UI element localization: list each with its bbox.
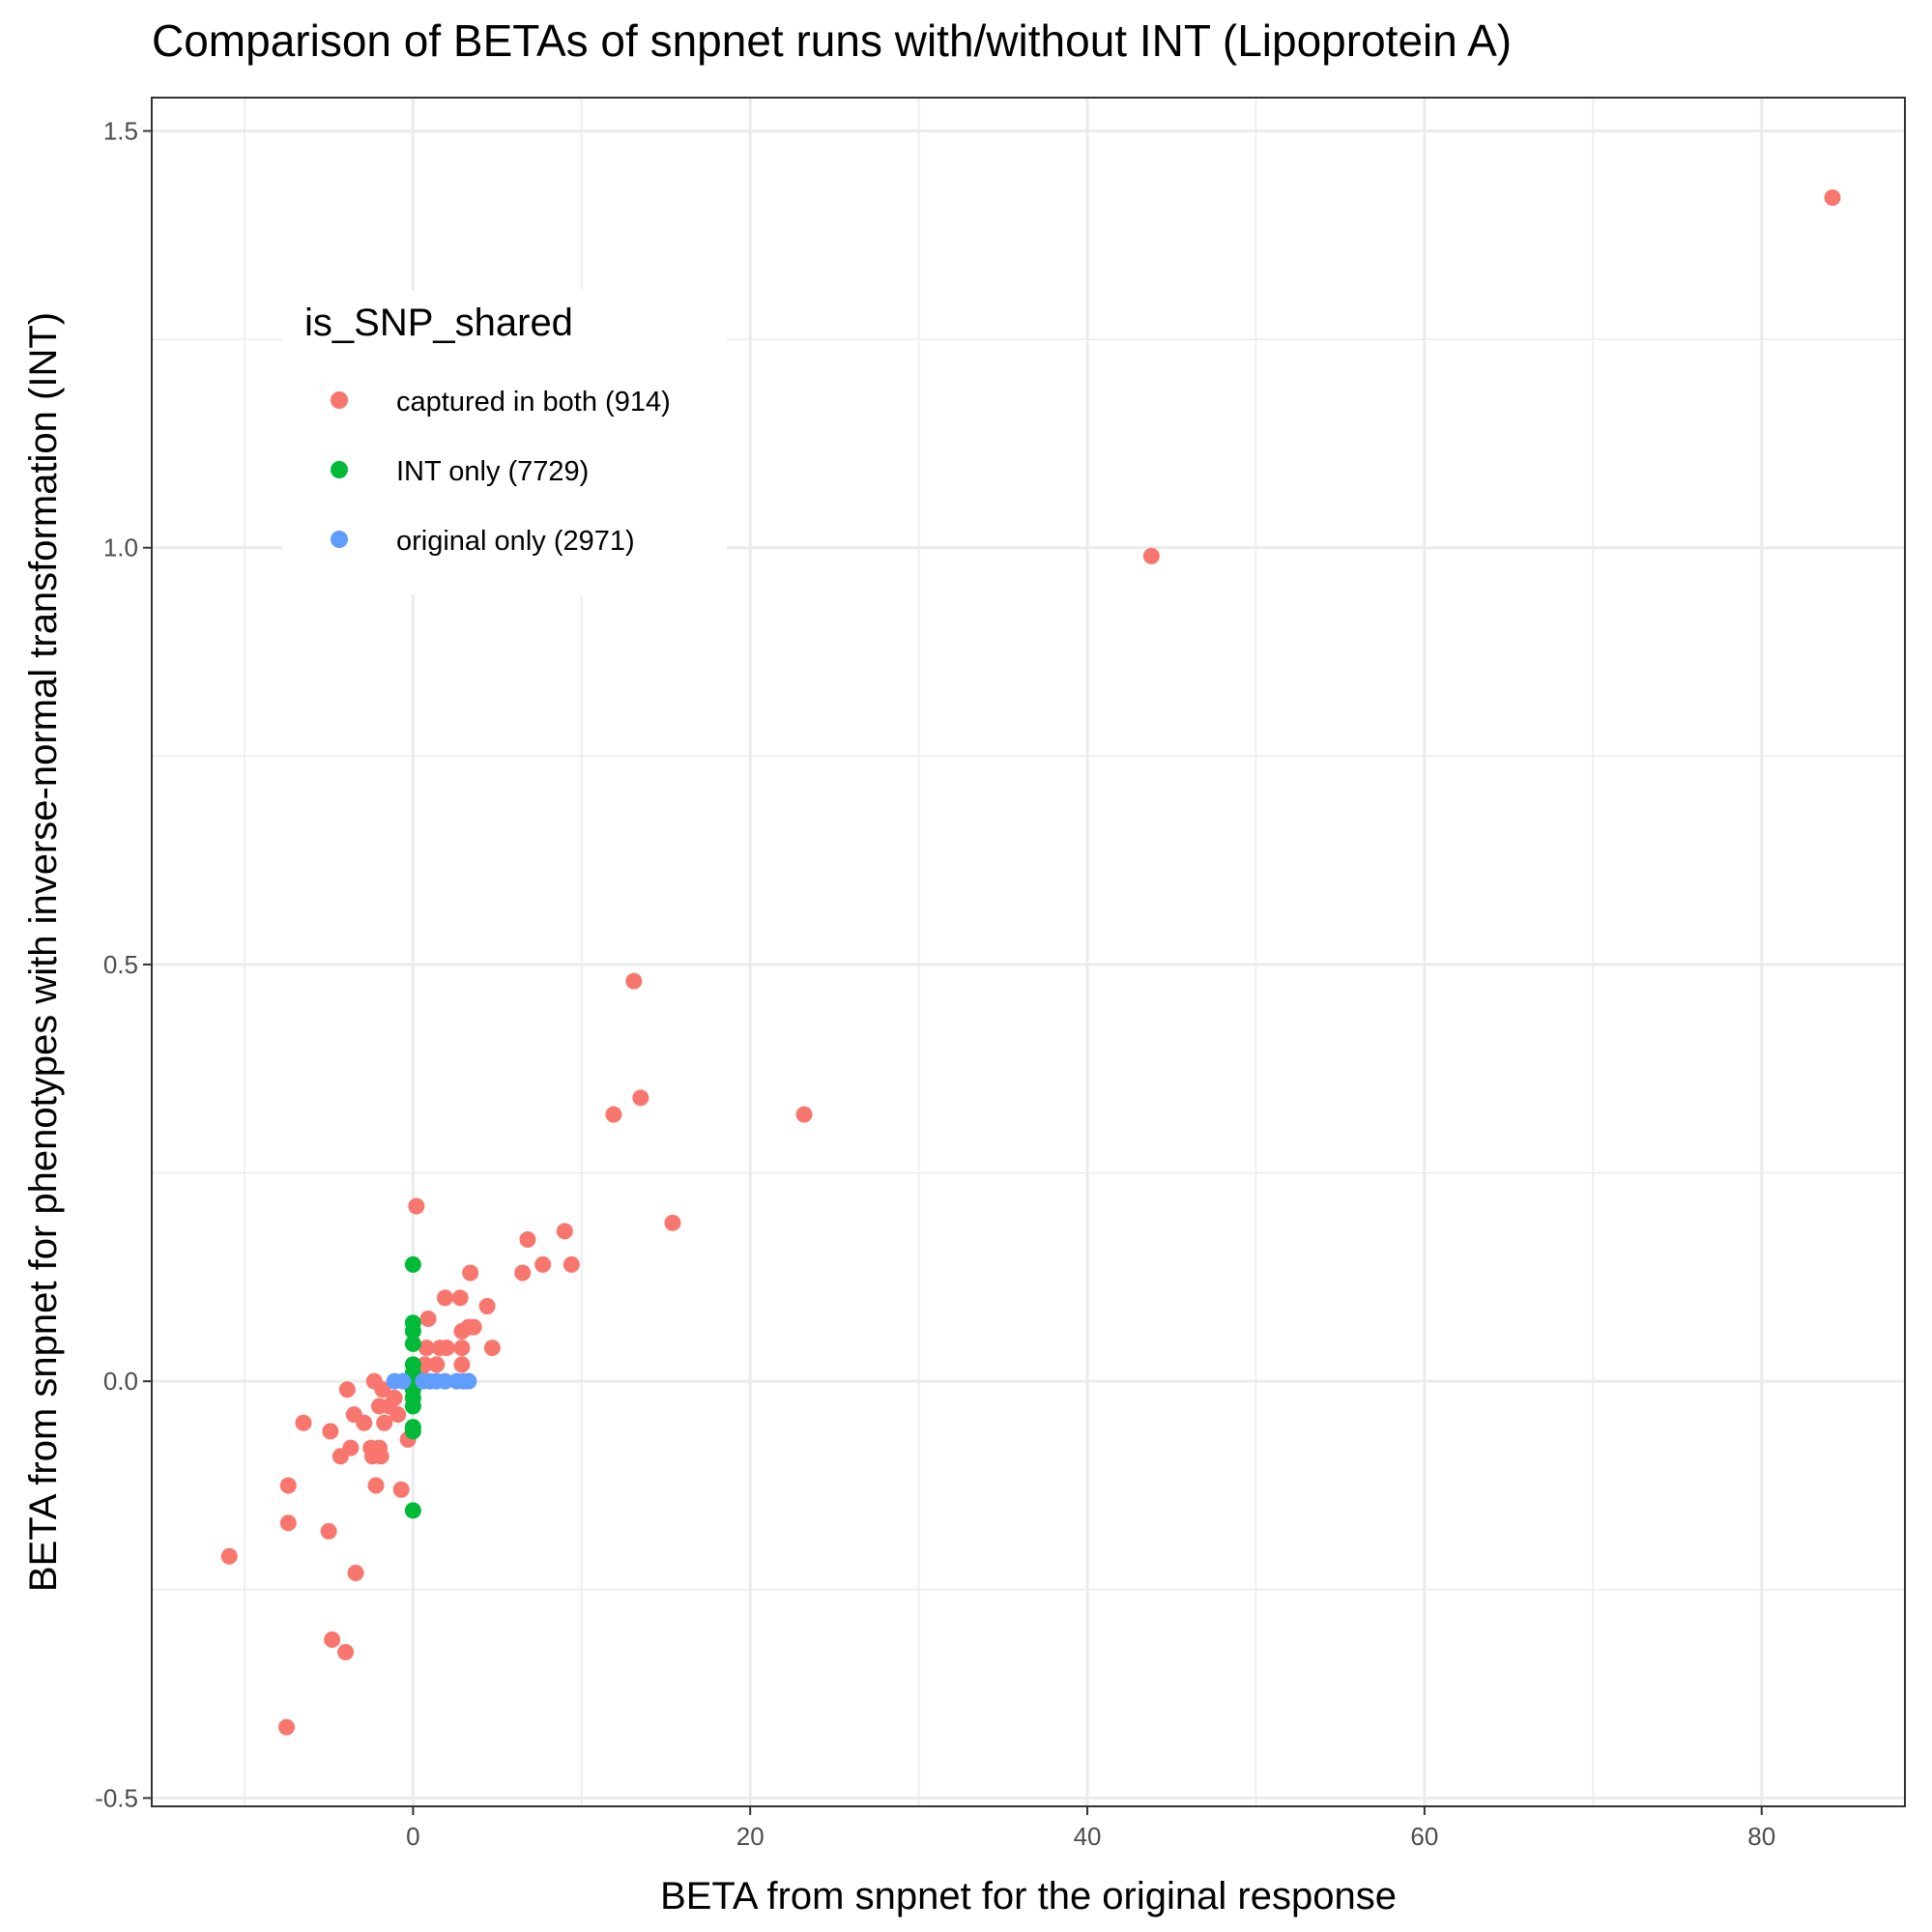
legend-label-int-only: INT only (7729) (396, 456, 589, 487)
data-point-series-0 (418, 1340, 435, 1357)
data-point-series-1 (404, 1502, 421, 1519)
y-axis-title: BETA from snpnet for phenotypes with inv… (22, 312, 65, 1592)
data-point-series-0 (453, 1322, 471, 1340)
axes: 0 20 40 60 80 -0.5 0.0 0.5 1.0 1.5 (95, 116, 1775, 1851)
data-point-series-1 (404, 1255, 421, 1273)
data-point-series-0 (428, 1356, 446, 1373)
legend: is_SNP_shared captured in both (914) INT… (282, 290, 727, 594)
data-point-series-0 (534, 1255, 552, 1273)
data-point-series-0 (372, 1448, 389, 1465)
data-point-series-0 (605, 1106, 622, 1123)
chart-title: Comparison of BETAs of snpnet runs with/… (152, 15, 1512, 66)
data-point-series-0 (295, 1414, 312, 1431)
legend-key-captured-in-both (331, 391, 348, 409)
legend-label-original-only: original only (2971) (396, 526, 635, 557)
y-tick-label: 1.5 (103, 116, 138, 145)
data-point-series-0 (625, 972, 643, 990)
data-point-series-0 (338, 1381, 356, 1399)
data-point-series-0 (356, 1414, 373, 1431)
x-tick-label: 0 (406, 1822, 419, 1851)
legend-label-captured-in-both: captured in both (914) (396, 387, 671, 418)
data-point-series-0 (332, 1448, 349, 1465)
y-tick-label: 1.0 (103, 533, 138, 562)
data-point-series-0 (1142, 547, 1160, 564)
data-point-series-0 (320, 1522, 337, 1540)
grid-lines (152, 98, 1905, 1806)
data-point-series-2 (394, 1372, 412, 1390)
x-tick-label: 80 (1747, 1822, 1775, 1851)
data-point-series-0 (408, 1197, 425, 1215)
data-point-series-0 (462, 1264, 479, 1282)
x-tick-label: 40 (1074, 1822, 1102, 1851)
data-point-series-0 (220, 1547, 238, 1565)
data-point-series-0 (347, 1565, 364, 1582)
y-tick-label: -0.5 (95, 1783, 138, 1812)
data-point-series-0 (562, 1255, 580, 1273)
data-point-series-0 (324, 1631, 341, 1649)
data-points (220, 188, 1841, 1736)
data-point-series-0 (337, 1643, 355, 1660)
data-point-series-0 (419, 1310, 437, 1327)
data-point-series-0 (519, 1231, 536, 1249)
data-point-series-0 (376, 1414, 393, 1431)
data-point-series-2 (436, 1372, 453, 1390)
data-point-series-0 (279, 1514, 297, 1532)
legend-key-int-only (331, 461, 348, 478)
data-point-series-0 (453, 1340, 471, 1357)
data-point-series-0 (795, 1106, 813, 1123)
data-point-series-1 (404, 1398, 421, 1415)
plot-panel-border (151, 97, 1906, 1807)
x-tick-label: 60 (1410, 1822, 1438, 1851)
data-point-series-0 (392, 1481, 410, 1498)
data-point-series-0 (451, 1289, 469, 1307)
data-point-series-0 (664, 1214, 681, 1231)
data-point-series-0 (514, 1264, 532, 1282)
x-axis-title: BETA from snpnet for the original respon… (660, 1875, 1397, 1918)
data-point-series-0 (483, 1340, 501, 1357)
legend-background (282, 290, 727, 594)
legend-title: is_SNP_shared (304, 302, 573, 344)
data-point-series-0 (322, 1423, 339, 1440)
data-point-series-1 (404, 1423, 421, 1440)
data-point-series-0 (431, 1340, 448, 1357)
data-point-series-0 (367, 1477, 385, 1494)
data-point-series-0 (453, 1356, 471, 1373)
data-point-series-0 (556, 1223, 573, 1240)
y-tick-label: 0.5 (103, 950, 138, 979)
data-point-series-0 (389, 1406, 407, 1424)
data-point-series-0 (478, 1298, 496, 1315)
y-tick-label: 0.0 (103, 1367, 138, 1396)
data-point-series-1 (404, 1322, 421, 1340)
data-point-series-0 (374, 1381, 391, 1399)
data-point-series-0 (632, 1089, 649, 1107)
data-point-series-0 (1824, 188, 1841, 206)
x-tick-label: 20 (736, 1822, 764, 1851)
data-point-series-0 (436, 1289, 453, 1307)
data-point-series-0 (278, 1718, 296, 1736)
data-point-series-0 (279, 1477, 297, 1494)
legend-key-original-only (331, 531, 348, 548)
data-point-series-2 (460, 1372, 477, 1390)
data-point-series-1 (404, 1335, 421, 1352)
